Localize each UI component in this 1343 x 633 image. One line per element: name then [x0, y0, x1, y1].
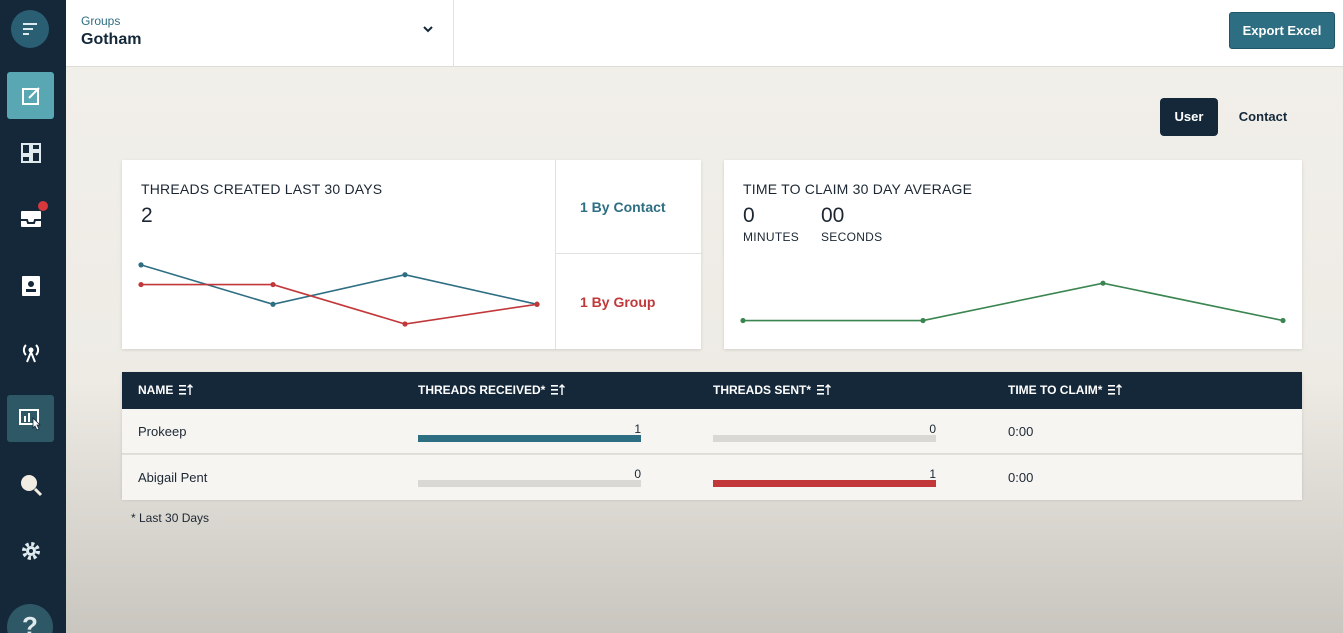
threads-count: 2	[141, 204, 153, 227]
sort-icon	[551, 384, 566, 395]
claim-line-chart	[740, 280, 1286, 324]
minutes-label: MINUTES	[743, 230, 800, 244]
column-time-to-claim[interactable]: TIME TO CLAIM*	[1008, 383, 1123, 397]
sidebar-item-compose[interactable]	[7, 72, 54, 119]
table-row[interactable]: Abigail Pent 0 1 0:00	[122, 455, 1302, 500]
notification-badge	[38, 201, 48, 211]
dashboard-icon	[20, 142, 41, 163]
group-value: Gotham	[81, 31, 142, 48]
row-time-to-claim: 0:00	[1008, 470, 1034, 485]
inbox-icon	[20, 210, 41, 227]
group-label: Groups	[81, 14, 121, 28]
bar-fill	[713, 480, 936, 487]
data-point	[270, 281, 276, 288]
footnote: * Last 30 Days	[131, 511, 210, 525]
threads-created-card: THREADS CREATED LAST 30 DAYS 2 1 By Cont…	[122, 160, 701, 349]
series-line-2	[141, 283, 538, 325]
sent-bar: 1	[713, 467, 936, 487]
data-point	[402, 272, 408, 278]
received-count: 0	[634, 467, 641, 481]
compose-icon	[21, 86, 40, 105]
sidebar-item-inbox[interactable]	[7, 195, 54, 242]
series-line-1	[743, 282, 1284, 322]
column-sent-label: THREADS SENT*	[713, 383, 812, 397]
data-point	[270, 301, 276, 307]
search-icon	[20, 474, 42, 496]
row-time-to-claim: 0:00	[1008, 424, 1034, 439]
chevron-down-icon	[423, 26, 433, 33]
export-excel-button[interactable]: Export Excel	[1229, 12, 1335, 49]
sidebar: ?	[0, 0, 66, 633]
table-header: NAME THREADS RECEIVED* THREADS SENT* TIM…	[122, 372, 1302, 409]
column-name[interactable]: NAME	[138, 383, 194, 397]
received-bar: 1	[418, 422, 641, 442]
column-name-label: NAME	[138, 383, 174, 397]
row-name: Abigail Pent	[138, 470, 208, 485]
help-button[interactable]: ?	[7, 604, 53, 633]
table-row[interactable]: Prokeep 1 0 0:00	[122, 409, 1302, 454]
data-point	[920, 317, 926, 324]
by-group-pane: 1 By Group	[555, 254, 701, 349]
sidebar-item-broadcast[interactable]	[7, 328, 54, 375]
sidebar-item-contacts[interactable]	[7, 262, 54, 309]
sent-bar: 0	[713, 422, 936, 442]
bar-track	[713, 435, 936, 442]
data-point	[740, 317, 746, 324]
minutes-value: 0	[743, 204, 755, 227]
seconds-label: SECONDS	[821, 230, 883, 244]
column-received-label: THREADS RECEIVED*	[418, 383, 546, 397]
bar-track	[418, 480, 641, 487]
contacts-icon	[21, 275, 40, 296]
user-threads-table: NAME THREADS RECEIVED* THREADS SENT* TIM…	[122, 372, 1302, 500]
bar-track	[713, 480, 936, 487]
bar-track	[418, 435, 641, 442]
menu-logo-icon[interactable]	[11, 10, 49, 48]
sort-icon	[179, 384, 194, 395]
by-group-link[interactable]: 1 By Group	[580, 294, 656, 310]
toggle-user-button[interactable]: User	[1160, 98, 1218, 136]
data-point	[402, 321, 408, 327]
data-point	[1100, 280, 1106, 286]
sidebar-item-reports[interactable]	[7, 395, 54, 442]
row-name: Prokeep	[138, 424, 187, 439]
received-count: 1	[634, 422, 641, 436]
by-contact-pane: 1 By Contact	[555, 160, 701, 254]
sent-count: 1	[929, 467, 936, 481]
claim-card-title: TIME TO CLAIM 30 DAY AVERAGE	[743, 181, 973, 197]
bar-fill	[418, 435, 641, 442]
column-threads-received[interactable]: THREADS RECEIVED*	[418, 383, 566, 397]
data-point	[534, 301, 540, 307]
toggle-contact-button[interactable]: Contact	[1238, 109, 1288, 124]
threads-card-title: THREADS CREATED LAST 30 DAYS	[141, 181, 383, 197]
sort-icon	[1108, 384, 1123, 395]
reports-icon	[18, 408, 41, 431]
group-selector[interactable]: Groups Gotham	[66, 0, 454, 67]
sidebar-item-dashboard[interactable]	[7, 129, 54, 176]
column-time-label: TIME TO CLAIM*	[1008, 383, 1103, 397]
column-threads-sent[interactable]: THREADS SENT*	[713, 383, 832, 397]
sidebar-item-search[interactable]	[7, 461, 54, 508]
time-to-claim-card: TIME TO CLAIM 30 DAY AVERAGE 0 MINUTES 0…	[724, 160, 1302, 349]
threads-line-chart	[138, 262, 540, 327]
data-point	[138, 281, 144, 288]
data-point	[1280, 317, 1286, 324]
sent-count: 0	[929, 422, 936, 436]
top-bar: Groups Gotham Export Excel	[66, 0, 1343, 67]
by-contact-link[interactable]: 1 By Contact	[580, 199, 666, 215]
received-bar: 0	[418, 467, 641, 487]
sidebar-item-settings[interactable]	[7, 527, 54, 574]
settings-icon	[21, 541, 40, 560]
data-point	[138, 262, 144, 268]
sort-icon	[817, 384, 832, 395]
broadcast-icon	[22, 343, 39, 362]
seconds-value: 00	[821, 204, 845, 227]
